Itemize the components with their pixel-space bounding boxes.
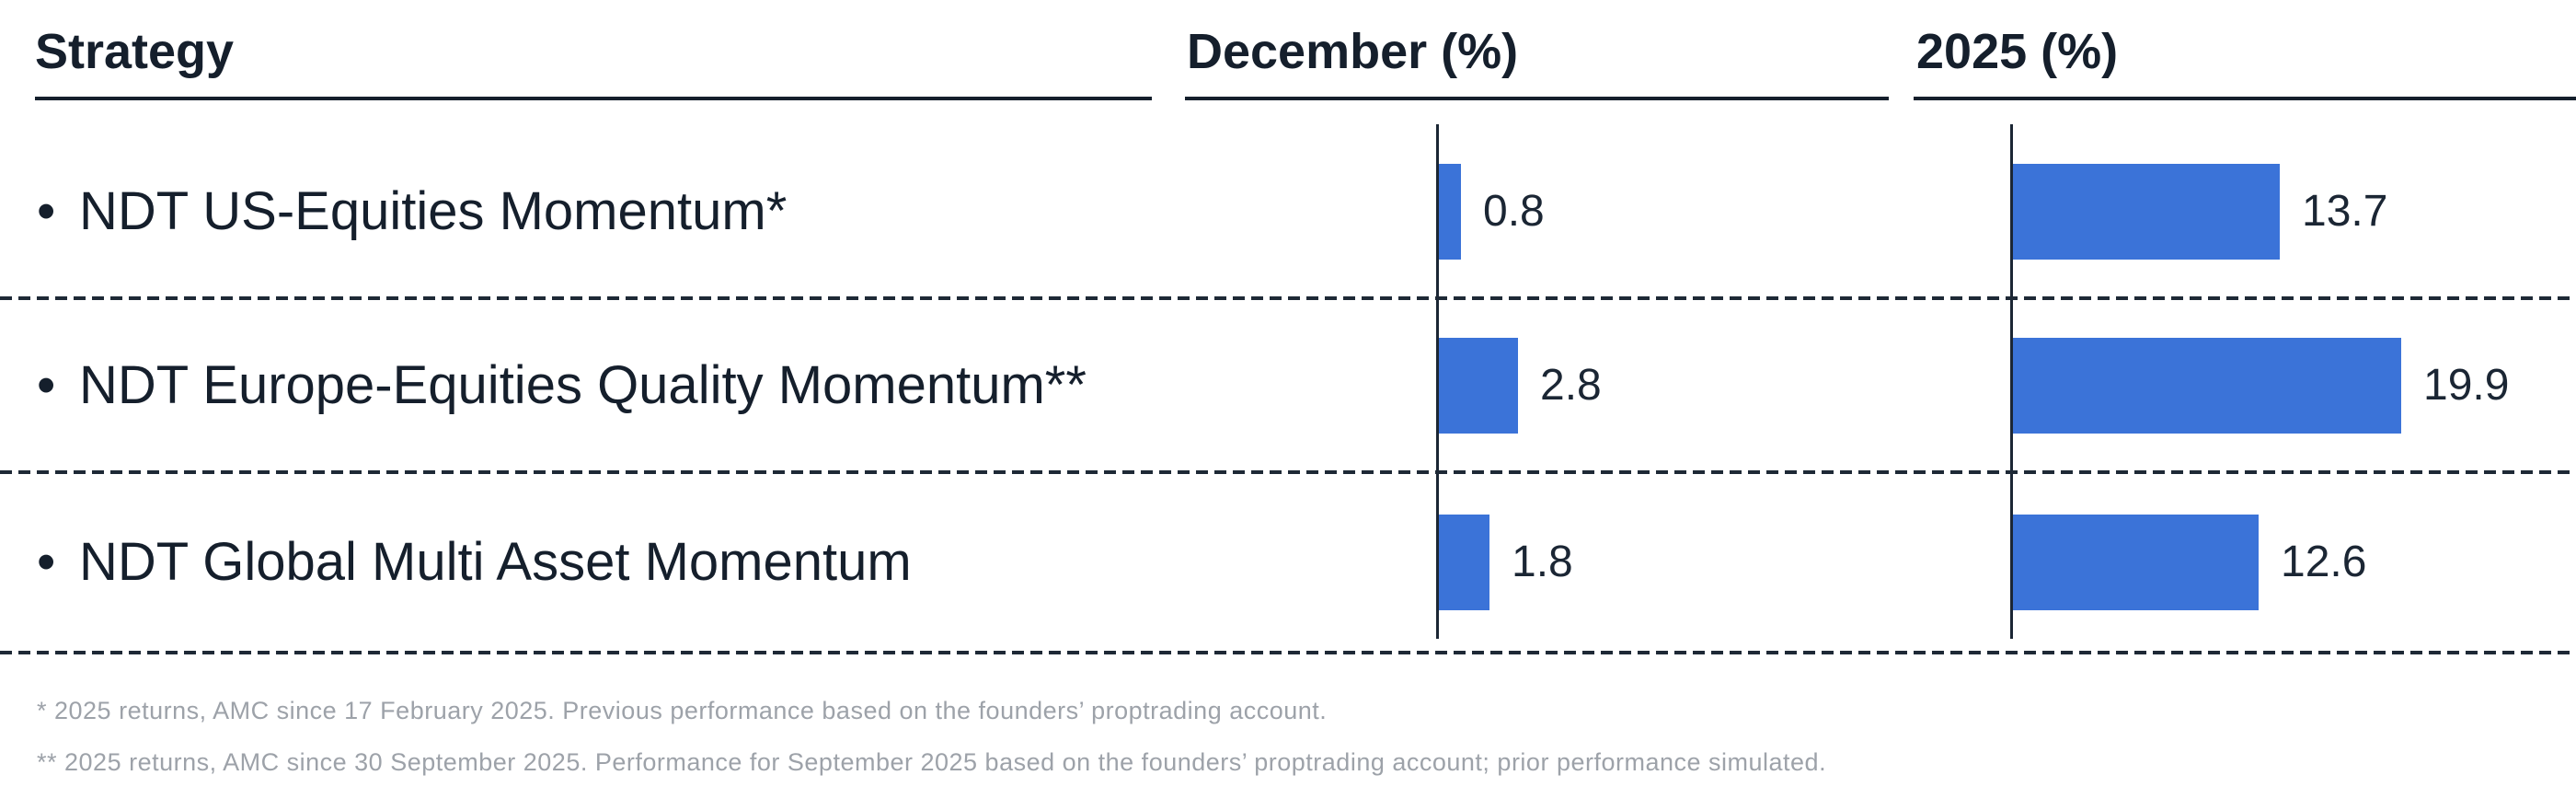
year-bar bbox=[2013, 337, 2401, 434]
december-header-underline bbox=[1185, 97, 1889, 100]
strategy-label-cell: • NDT Europe-Equities Quality Momentum** bbox=[37, 355, 1087, 416]
row-separator-dashed bbox=[0, 296, 2576, 300]
footnote-double-asterisk: ** 2025 returns, AMC since 30 September … bbox=[37, 748, 1827, 776]
strategy-header-underline bbox=[35, 97, 1152, 100]
bullet-icon: • bbox=[37, 532, 56, 592]
december-bar bbox=[1439, 515, 1489, 610]
row-separator-dashed bbox=[0, 470, 2576, 474]
december-value-label: 0.8 bbox=[1483, 186, 1545, 236]
table-row: • NDT US-Equities Momentum* 0.8 13.7 bbox=[0, 124, 2576, 298]
table-row: • NDT Europe-Equities Quality Momentum**… bbox=[0, 298, 2576, 472]
row-separator-dashed bbox=[0, 651, 2576, 654]
december-column-header: December (%) bbox=[1187, 24, 1519, 79]
year-value-label: 13.7 bbox=[2302, 186, 2388, 236]
strategy-label-cell: • NDT US-Equities Momentum* bbox=[37, 181, 787, 242]
year-value-label: 12.6 bbox=[2281, 538, 2367, 586]
bullet-icon: • bbox=[37, 180, 56, 241]
bullet-icon: • bbox=[37, 354, 56, 415]
december-value-label: 2.8 bbox=[1540, 360, 1602, 410]
year-header-underline bbox=[1914, 97, 2576, 100]
year-bar bbox=[2013, 163, 2280, 260]
december-bar bbox=[1439, 337, 1518, 434]
table-row: • NDT Global Multi Asset Momentum 1.8 12… bbox=[0, 472, 2576, 653]
strategy-column-header: Strategy bbox=[35, 24, 235, 79]
year-axis-line bbox=[2010, 124, 2013, 639]
year-bar bbox=[2013, 515, 2259, 610]
strategy-label-cell: • NDT Global Multi Asset Momentum bbox=[37, 532, 912, 593]
december-axis-line bbox=[1436, 124, 1439, 639]
strategy-name: NDT Global Multi Asset Momentum bbox=[79, 532, 912, 592]
footnote-single-asterisk: * 2025 returns, AMC since 17 February 20… bbox=[37, 697, 1328, 724]
year-column-header: 2025 (%) bbox=[1916, 24, 2119, 79]
strategy-name: NDT Europe-Equities Quality Momentum** bbox=[79, 354, 1087, 415]
year-value-label: 19.9 bbox=[2423, 360, 2510, 410]
strategy-name: NDT US-Equities Momentum* bbox=[79, 180, 788, 241]
december-value-label: 1.8 bbox=[1512, 538, 1573, 586]
december-bar bbox=[1439, 163, 1461, 260]
